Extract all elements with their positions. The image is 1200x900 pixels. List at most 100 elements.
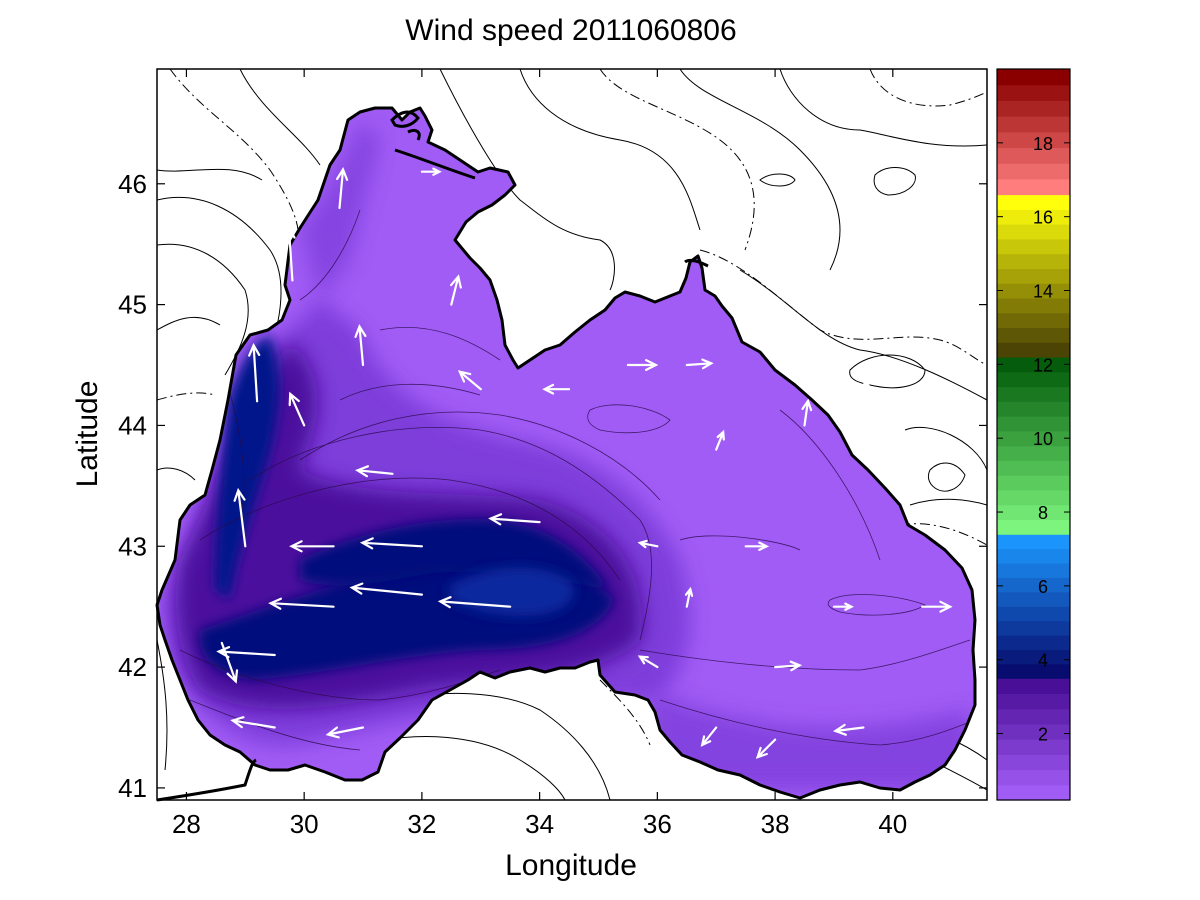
colorbar-segment bbox=[997, 401, 1070, 417]
wind-arrow bbox=[325, 726, 365, 739]
land-contour-line bbox=[699, 249, 987, 366]
land-contour-line bbox=[519, 69, 701, 231]
land-contours bbox=[157, 69, 987, 800]
coastline bbox=[155, 106, 977, 800]
wind-arrow bbox=[860, 377, 871, 403]
y-tick-label: 43 bbox=[118, 531, 147, 561]
wind-arrow bbox=[355, 465, 394, 478]
wind-arrow bbox=[637, 539, 659, 549]
x-tick-label: 32 bbox=[407, 809, 436, 839]
sea-contour-line bbox=[199, 477, 621, 581]
wind-arrow bbox=[684, 586, 694, 608]
colorbar-segment bbox=[997, 723, 1070, 740]
land-contour-line bbox=[157, 316, 221, 331]
colorbar-segment bbox=[997, 356, 1070, 373]
colorbar-segment bbox=[997, 649, 1070, 665]
y-tick-label: 41 bbox=[118, 773, 147, 803]
wind-arrow bbox=[561, 678, 600, 702]
sea-contour-line bbox=[587, 404, 671, 434]
land-contour-line bbox=[909, 498, 987, 506]
colorbar-segment bbox=[997, 504, 1070, 521]
colorbar-segment bbox=[997, 534, 1070, 550]
colorbar-tick-label: 18 bbox=[1033, 134, 1053, 154]
colorbar-segment bbox=[997, 312, 1070, 329]
colorbar-segment bbox=[997, 754, 1070, 771]
colorbar-segment bbox=[997, 620, 1070, 636]
land-contour-line bbox=[927, 462, 966, 492]
plot-frame bbox=[156, 68, 988, 801]
wind-vectors bbox=[216, 167, 953, 759]
chart-title: Wind speed 2011060806 bbox=[405, 14, 736, 47]
x-tick-label: 38 bbox=[761, 809, 790, 839]
wind-arrow bbox=[832, 602, 854, 611]
wind-arrow bbox=[283, 225, 296, 282]
y-axis: 41 42 43 44 45 46 bbox=[118, 169, 987, 803]
wind-arrow bbox=[457, 370, 482, 391]
wind-arrow bbox=[685, 358, 714, 370]
wind-arrow bbox=[289, 540, 335, 553]
wind-zone-low-moderate bbox=[650, 690, 975, 790]
land-contour-line bbox=[239, 69, 321, 166]
colorbar-segment bbox=[997, 445, 1070, 461]
wind-arrow bbox=[801, 398, 813, 427]
bosphorus-coast bbox=[156, 758, 257, 802]
wind-arrow bbox=[744, 541, 770, 551]
wind-arrow bbox=[220, 641, 239, 684]
colorbar-segment bbox=[997, 283, 1070, 299]
wind-arrow bbox=[437, 596, 512, 609]
wind-arrow bbox=[637, 655, 659, 669]
colorbar-segment bbox=[997, 430, 1070, 447]
colorbar-segment bbox=[997, 100, 1070, 117]
y-tick-label: 45 bbox=[118, 290, 147, 320]
wind-arrow bbox=[268, 597, 335, 610]
colorbar-tick-label: 8 bbox=[1038, 503, 1048, 523]
colorbar-segment bbox=[997, 591, 1070, 607]
colorbar-segment bbox=[997, 224, 1070, 240]
land-contour-line bbox=[157, 392, 216, 401]
sea-contour-line bbox=[659, 699, 975, 746]
colorbar-tick-label: 12 bbox=[1033, 355, 1053, 375]
wind-zone-low-moderate bbox=[300, 120, 380, 300]
colorbar-segment bbox=[997, 84, 1070, 101]
colorbar-segment bbox=[997, 606, 1070, 622]
colorbar-segment bbox=[997, 163, 1070, 180]
wind-arrow bbox=[349, 582, 423, 596]
land-contour-line bbox=[157, 639, 168, 771]
wind-arrow bbox=[336, 167, 349, 210]
sea-contour-lines bbox=[179, 209, 975, 751]
colorbar-segment bbox=[997, 678, 1070, 694]
colorbar-segment bbox=[997, 769, 1070, 786]
x-tick-label: 36 bbox=[643, 809, 672, 839]
sea-contour-line bbox=[189, 699, 361, 751]
x-tick-label: 28 bbox=[172, 809, 201, 839]
land-contour-line bbox=[873, 167, 916, 196]
land-contour-line bbox=[679, 69, 841, 271]
wind-arrow bbox=[888, 458, 900, 487]
y-tick-label: 44 bbox=[118, 410, 147, 440]
wind-arrow bbox=[450, 274, 462, 306]
land-contour-line bbox=[599, 69, 755, 251]
y-tick-label: 42 bbox=[118, 652, 147, 682]
wind-arrow bbox=[755, 738, 777, 759]
land-contour-line bbox=[779, 69, 987, 147]
azov-coast-extra bbox=[390, 110, 476, 180]
sea-contour-line bbox=[639, 639, 971, 671]
colorbar-segment bbox=[997, 209, 1070, 225]
colorbar-segment bbox=[997, 693, 1070, 710]
colorbar-tick-label: 6 bbox=[1038, 577, 1048, 597]
colorbar-segment bbox=[997, 268, 1070, 284]
colorbar-segment bbox=[997, 562, 1070, 578]
wind-arrow bbox=[420, 167, 442, 176]
wind-arrow bbox=[488, 513, 541, 526]
colorbar-segment bbox=[997, 238, 1070, 255]
colorbar-tick-label: 16 bbox=[1033, 208, 1053, 228]
sea-contour-line bbox=[249, 427, 652, 641]
y-axis-label: Latitude bbox=[71, 381, 104, 488]
land-contour-line bbox=[869, 69, 987, 107]
wind-arrow bbox=[832, 723, 865, 736]
colorbar-segment bbox=[997, 739, 1070, 755]
colorbar-segment bbox=[997, 371, 1070, 388]
colorbar-tick-label: 14 bbox=[1033, 282, 1053, 302]
colorbar-segment bbox=[997, 416, 1070, 432]
